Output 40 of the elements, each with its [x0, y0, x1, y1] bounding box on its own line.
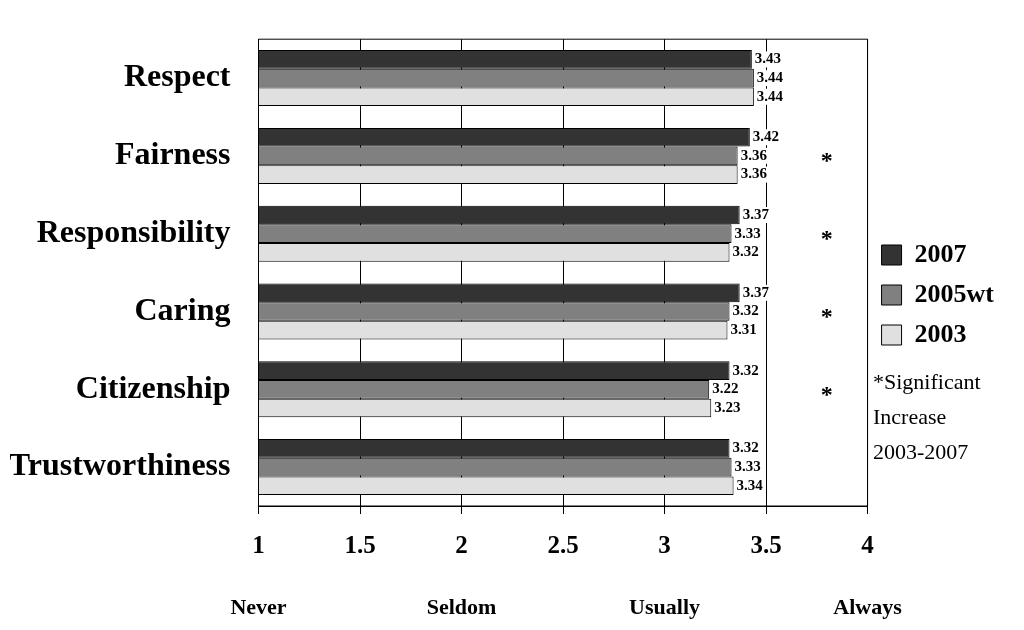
- x-tick-label: 4: [861, 531, 875, 559]
- data-label: 3.34: [736, 476, 764, 493]
- data-label: 3.36: [740, 165, 768, 182]
- x-tick-label: 2: [455, 531, 468, 559]
- annotation: *: [820, 224, 833, 251]
- y-tick-label: Respect: [123, 57, 231, 94]
- data-label: 3.32: [732, 243, 759, 260]
- data-label: 3.31: [730, 321, 757, 338]
- data-label: 3.32: [732, 439, 759, 456]
- y-tick-label: Citizenship: [75, 368, 231, 405]
- data-label: 3.44: [756, 68, 784, 85]
- data-label: 3.33: [734, 224, 761, 241]
- legend-label: 2003: [914, 318, 967, 348]
- x-tick-label: 3.5: [750, 531, 782, 559]
- annotation: *: [820, 147, 833, 174]
- data-label: 3.37: [742, 283, 770, 300]
- x-tick-label: 3: [658, 531, 671, 559]
- data-label: 3.44: [756, 87, 784, 104]
- text: Never Seldom Usually Always: [230, 593, 902, 619]
- y-tick-label: Responsibility: [36, 212, 231, 249]
- data-label: 3.33: [734, 457, 761, 474]
- annotation: *: [820, 380, 833, 407]
- y-tick-label: Caring: [134, 290, 231, 327]
- data-label: 3.22: [712, 380, 739, 397]
- data-label: 3.36: [740, 146, 768, 163]
- legend-label: 2005wt: [914, 278, 995, 308]
- y-tick-label: Fairness: [114, 135, 231, 172]
- legend-label: 2007: [914, 238, 967, 268]
- x-tick-label: 2.5: [547, 531, 579, 559]
- data-label: 3.37: [742, 205, 770, 222]
- x-tick-label: 1.5: [344, 531, 376, 559]
- data-label: 3.32: [732, 361, 759, 378]
- x-tick-label: 1: [252, 531, 265, 559]
- text: *Significant Increase 2003-2007: [873, 368, 981, 464]
- data-label: 3.42: [752, 128, 780, 145]
- y-tick-label: Trustworthiness: [8, 446, 231, 483]
- data-label: 3.23: [714, 398, 741, 415]
- data-label: 3.43: [754, 50, 782, 67]
- annotation: *: [820, 302, 833, 329]
- data-label: 3.32: [732, 302, 759, 319]
